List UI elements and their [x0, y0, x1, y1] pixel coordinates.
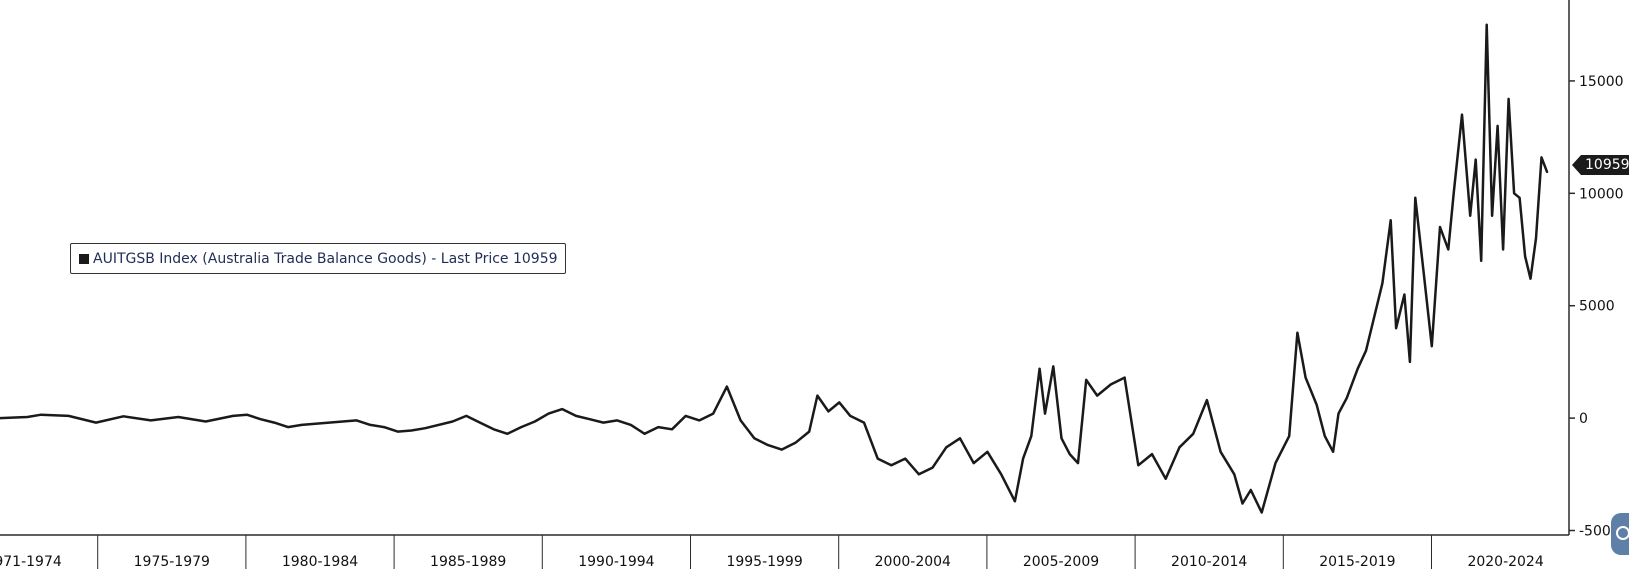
y-tick-label: 10000: [1579, 186, 1624, 202]
x-tick-label: 2020-2024: [1467, 554, 1543, 569]
legend: AUITGSB Index (Australia Trade Balance G…: [70, 243, 566, 274]
y-tick-label: 0: [1579, 411, 1588, 427]
x-tick-label: 1985-1989: [430, 554, 506, 569]
legend-swatch: [79, 253, 89, 264]
y-tick-label: 5000: [1579, 299, 1615, 315]
x-tick-label: 2000-2004: [875, 554, 951, 569]
x-tick-label: 2005-2009: [1023, 554, 1099, 569]
bloomberg-corner-icon[interactable]: [1611, 513, 1629, 555]
x-tick-label: 1995-1999: [726, 554, 802, 569]
x-tick-label: 1980-1984: [282, 554, 358, 569]
x-tick-label: 1971-1974: [0, 554, 62, 569]
x-tick-label: 2010-2014: [1171, 554, 1247, 569]
y-tick-label: 15000: [1579, 74, 1624, 90]
x-tick-label: 2015-2019: [1319, 554, 1395, 569]
series-line-auitgsb: [0, 23, 1549, 514]
x-tick-label: 1975-1979: [134, 554, 210, 569]
y-tick-label: -5000: [1579, 524, 1620, 540]
legend-label: AUITGSB Index (Australia Trade Balance G…: [93, 250, 558, 267]
last-price-badge: 10959: [1572, 155, 1629, 175]
x-tick-label: 1990-1994: [578, 554, 654, 569]
